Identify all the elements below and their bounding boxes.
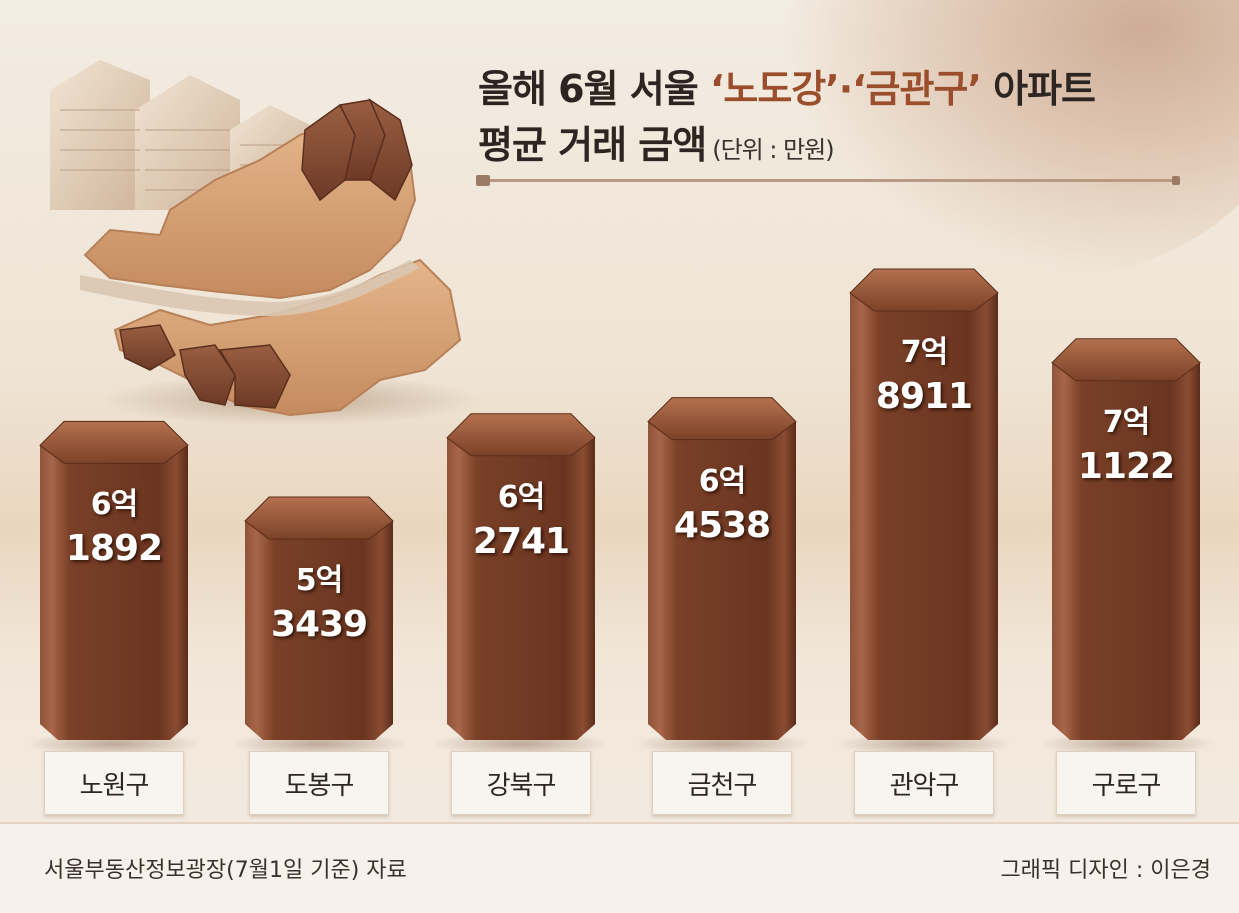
- bar-top-face: [39, 420, 189, 464]
- bar-금천구: [634, 397, 810, 756]
- seoul-map-illustration: [50, 60, 480, 426]
- bar-top-face: [446, 413, 596, 457]
- unit-label: (단위 : 만원): [712, 136, 834, 164]
- bar-top-face: [244, 496, 394, 540]
- title-highlight: ‘노도강’·‘금관구’: [709, 67, 982, 111]
- chart-title: 올해 6월 서울 ‘노도강’·‘금관구’ 아파트: [478, 58, 1096, 113]
- bar-body: [40, 445, 188, 740]
- bar-도봉구: [231, 496, 407, 756]
- bar-value-eok: 6억: [698, 463, 746, 499]
- bar-value-rest: 2741: [472, 520, 570, 562]
- bar-top-face: [849, 268, 999, 312]
- bar-강북구: [433, 413, 609, 756]
- bar-관악구: [836, 268, 1012, 756]
- category-label: 구로구: [1056, 751, 1196, 815]
- title-line2: 평균 거래 금액: [478, 123, 707, 167]
- bar-value-label: 5억 3439: [239, 559, 399, 647]
- bar-value-label: 7억 8911: [844, 331, 1004, 419]
- bar-value-label: 6억 1892: [34, 483, 194, 571]
- source-note: 서울부동산정보광장(7월1일 기준) 자료: [44, 858, 407, 883]
- apartment-buildings: [50, 60, 310, 210]
- bar-top-face: [1051, 338, 1201, 382]
- design-credit: 그래픽 디자인 : 이은경: [1000, 858, 1211, 883]
- bar-value-rest: 4538: [673, 504, 771, 546]
- title-divider: [476, 175, 1180, 186]
- bar-value-eok: 7억: [900, 335, 948, 370]
- bar-value-eok: 5억: [295, 563, 343, 598]
- bar-body: [1052, 362, 1200, 740]
- bar-body: [245, 521, 393, 740]
- bar-top-face: [647, 397, 797, 441]
- bar-value-rest: 8911: [875, 376, 973, 417]
- bar-value-label: 6억 4538: [642, 460, 802, 548]
- bar-value-eok: 6억: [90, 487, 138, 523]
- title-part1: 올해 6월 서울: [478, 67, 710, 111]
- bar-value-rest: 1892: [65, 528, 163, 570]
- bar-body: [447, 437, 595, 740]
- bar-value-label: 7억 1122: [1046, 401, 1206, 489]
- category-label: 노원구: [44, 751, 184, 815]
- bar-구로구: [1038, 338, 1214, 756]
- category-label: 금천구: [652, 751, 792, 815]
- bar-value-eok: 6억: [497, 479, 545, 515]
- bar-노원구: [26, 420, 202, 756]
- bar-body: [850, 293, 998, 740]
- bar-body: [648, 421, 796, 740]
- category-label: 도봉구: [249, 751, 389, 815]
- title-part2: 아파트: [980, 67, 1096, 111]
- bar-value-eok: 7억: [1102, 404, 1150, 440]
- category-label: 강북구: [451, 751, 591, 815]
- category-label: 관악구: [854, 751, 994, 815]
- chart-subtitle: 평균 거래 금액 (단위 : 만원): [478, 114, 835, 169]
- bar-value-label: 6억 2741: [441, 476, 601, 564]
- bar-value-rest: 1122: [1077, 445, 1175, 487]
- bar-value-rest: 3439: [270, 604, 368, 645]
- footer-band: [0, 822, 1239, 913]
